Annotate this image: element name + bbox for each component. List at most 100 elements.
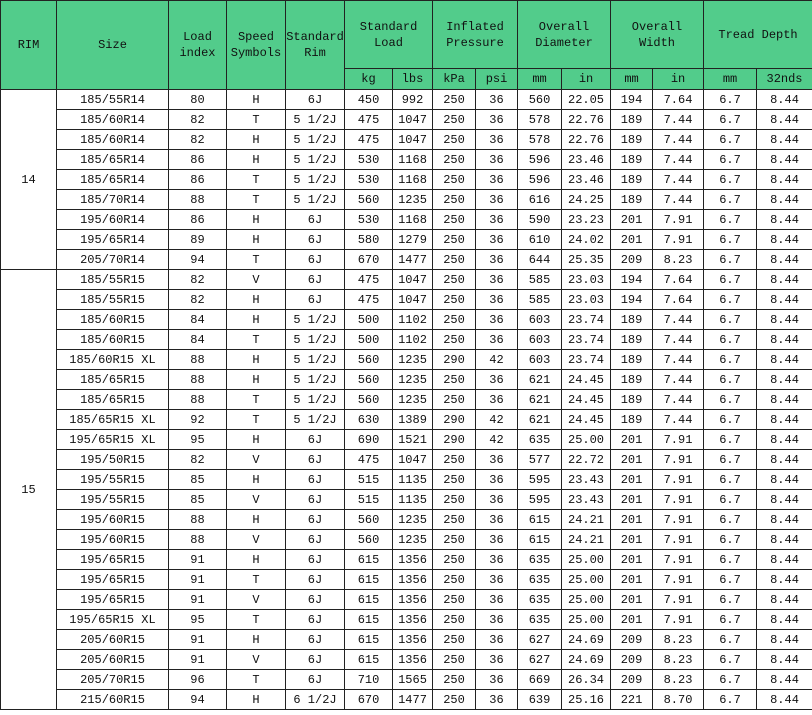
cell-standard-rim: 6J — [285, 489, 345, 510]
cell-load-index: 84 — [168, 309, 227, 330]
cell-pressure-kpa: 250 — [432, 629, 476, 650]
table-row: 205/70R15 96 T 6J 710 1565 250 36 669 26.34 209 8.2… — [1, 669, 812, 690]
cell-speed-symbol: H — [226, 549, 286, 570]
cell-pressure-kpa: 250 — [432, 689, 476, 710]
cell-tread-32nds: 8.44 — [756, 569, 812, 590]
cell-width-mm: 189 — [610, 109, 654, 130]
cell-size: 195/50R15 — [56, 449, 169, 470]
cell-load-kg: 475 — [344, 269, 393, 290]
cell-load-lbs: 1356 — [392, 649, 433, 670]
cell-pressure-psi: 42 — [474, 349, 519, 370]
cell-speed-symbol: V — [226, 589, 286, 610]
cell-diameter-in: 25.00 — [561, 609, 612, 630]
cell-load-index: 85 — [168, 469, 227, 490]
cell-pressure-kpa: 250 — [432, 289, 476, 310]
cell-diameter-mm: 560 — [517, 89, 563, 110]
cell-load-lbs: 1477 — [392, 689, 433, 710]
cell-load-index: 94 — [168, 249, 227, 270]
cell-width-in: 7.91 — [652, 209, 705, 230]
cell-tread-32nds: 8.44 — [756, 669, 812, 690]
cell-standard-rim: 6J — [285, 229, 345, 250]
cell-width-mm: 201 — [610, 429, 654, 450]
cell-load-kg: 560 — [344, 529, 393, 550]
cell-pressure-psi: 36 — [474, 549, 519, 570]
cell-size: 185/65R14 — [56, 149, 169, 170]
cell-tread-32nds: 8.44 — [756, 609, 812, 630]
cell-load-lbs: 1356 — [392, 549, 433, 570]
cell-pressure-kpa: 290 — [432, 349, 476, 370]
cell-width-mm: 189 — [610, 409, 654, 430]
cell-load-index: 91 — [168, 569, 227, 590]
cell-width-in: 7.44 — [652, 169, 705, 190]
cell-standard-rim: 5 1/2J — [285, 309, 345, 330]
table-row: 195/65R14 89 H 6J 580 1279 250 36 610 24.02 201 7.9… — [1, 229, 812, 250]
header-size: Size — [56, 0, 169, 90]
cell-load-lbs: 1235 — [392, 369, 433, 390]
cell-width-mm: 201 — [610, 549, 654, 570]
cell-pressure-kpa: 250 — [432, 249, 476, 270]
cell-pressure-psi: 36 — [474, 589, 519, 610]
cell-tread-32nds: 8.44 — [756, 269, 812, 290]
cell-speed-symbol: V — [226, 489, 286, 510]
cell-width-mm: 189 — [610, 349, 654, 370]
cell-load-kg: 515 — [344, 469, 393, 490]
cell-load-kg: 615 — [344, 609, 393, 630]
table-row: 195/60R15 88 V 6J 560 1235 250 36 615 24.21 201 7.9… — [1, 529, 812, 550]
cell-width-in: 7.44 — [652, 149, 705, 170]
cell-speed-symbol: H — [226, 89, 286, 110]
cell-tread-32nds: 8.44 — [756, 89, 812, 110]
cell-pressure-kpa: 250 — [432, 209, 476, 230]
cell-width-in: 7.44 — [652, 409, 705, 430]
cell-standard-rim: 6J — [285, 569, 345, 590]
cell-diameter-in: 23.46 — [561, 149, 612, 170]
cell-width-in: 7.91 — [652, 229, 705, 250]
cell-tread-32nds: 8.44 — [756, 449, 812, 470]
cell-pressure-psi: 36 — [474, 89, 519, 110]
cell-diameter-in: 23.74 — [561, 329, 612, 350]
cell-diameter-in: 23.03 — [561, 289, 612, 310]
cell-width-in: 7.91 — [652, 609, 705, 630]
cell-diameter-in: 24.45 — [561, 389, 612, 410]
unit-kpa: kPa — [432, 68, 476, 90]
cell-pressure-kpa: 250 — [432, 469, 476, 490]
table-row: 185/60R14 82 H 5 1/2J 475 1047 250 36 578 22.76 18… — [1, 129, 812, 150]
cell-load-index: 82 — [168, 129, 227, 150]
unit-kg: kg — [344, 68, 393, 90]
cell-pressure-kpa: 250 — [432, 129, 476, 150]
table-row: 215/60R15 94 H 6 1/2J 670 1477 250 36 639 25.16 22… — [1, 689, 812, 710]
cell-tread-mm: 6.7 — [703, 109, 758, 130]
cell-load-kg: 670 — [344, 249, 393, 270]
cell-standard-rim: 5 1/2J — [285, 189, 345, 210]
cell-load-index: 82 — [168, 109, 227, 130]
table-row: 185/65R14 86 T 5 1/2J 530 1168 250 36 596 23.46 18… — [1, 169, 812, 190]
cell-width-mm: 221 — [610, 689, 654, 710]
cell-size: 195/60R15 — [56, 529, 169, 550]
cell-tread-mm: 6.7 — [703, 349, 758, 370]
cell-diameter-in: 24.69 — [561, 629, 612, 650]
cell-width-mm: 201 — [610, 609, 654, 630]
cell-pressure-kpa: 250 — [432, 649, 476, 670]
cell-load-index: 91 — [168, 649, 227, 670]
cell-pressure-psi: 36 — [474, 289, 519, 310]
table-row: 185/65R15 88 H 5 1/2J 560 1235 250 36 621 24.45 18… — [1, 369, 812, 390]
cell-load-kg: 560 — [344, 509, 393, 530]
cell-standard-rim: 6J — [285, 609, 345, 630]
cell-width-in: 7.91 — [652, 529, 705, 550]
cell-size: 185/60R15 — [56, 329, 169, 350]
cell-standard-rim: 6J — [285, 269, 345, 290]
cell-pressure-psi: 36 — [474, 109, 519, 130]
cell-load-index: 94 — [168, 689, 227, 710]
cell-tread-mm: 6.7 — [703, 689, 758, 710]
cell-pressure-kpa: 250 — [432, 549, 476, 570]
header-inflated-pressure: Inflated Pressure — [431, 0, 519, 69]
cell-tread-mm: 6.7 — [703, 389, 758, 410]
cell-width-in: 7.91 — [652, 509, 705, 530]
cell-load-kg: 615 — [344, 569, 393, 590]
cell-pressure-psi: 36 — [474, 489, 519, 510]
cell-pressure-psi: 36 — [474, 189, 519, 210]
cell-diameter-mm: 635 — [517, 429, 563, 450]
cell-pressure-psi: 36 — [474, 689, 519, 710]
cell-load-index: 82 — [168, 449, 227, 470]
cell-tread-32nds: 8.44 — [756, 349, 812, 370]
cell-size: 195/65R14 — [56, 229, 169, 250]
